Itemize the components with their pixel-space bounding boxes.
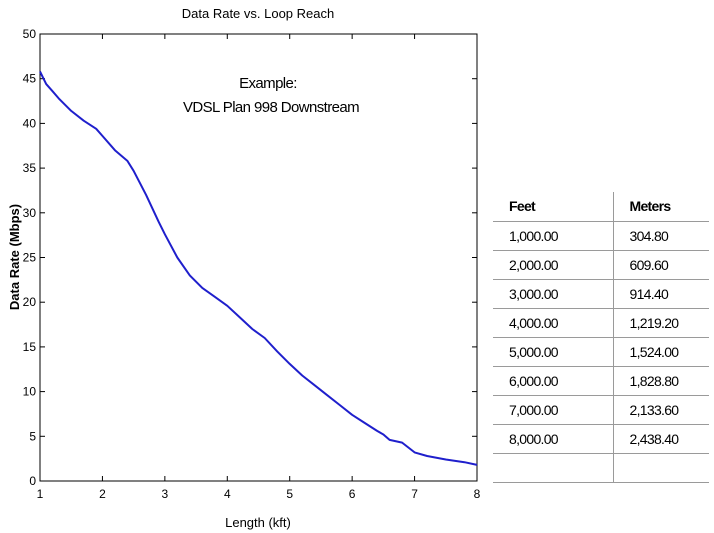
table-row: 2,000.00 609.60 <box>493 249 709 279</box>
y-tick-label: 15 <box>23 340 37 354</box>
x-tick-label: 7 <box>411 487 418 501</box>
cell-meters: 1,219.20 <box>613 307 709 337</box>
cell-meters <box>613 452 709 483</box>
cell-feet: 4,000.00 <box>493 307 614 337</box>
x-tick-label: 1 <box>37 487 44 501</box>
line-chart: Data Rate vs. Loop Reach 1 2 3 4 5 6 7 80510152… <box>7 6 481 530</box>
x-tick-label: 4 <box>224 487 231 501</box>
y-tick-label: 10 <box>23 385 37 399</box>
cell-meters: 2,133.60 <box>613 394 709 424</box>
unit-conversion-table: Feet Meters 1,000.00 304.80 2,000.00 609.60… <box>493 192 709 483</box>
x-tick-label: 2 <box>99 487 106 501</box>
table-row: 1,000.00 304.80 <box>493 220 709 250</box>
header-feet: Feet <box>493 192 614 221</box>
y-tick-label: 35 <box>23 161 37 175</box>
y-tick-label: 40 <box>23 116 37 130</box>
x-axis-label: Length (kft) <box>225 515 291 530</box>
x-tick-label: 3 <box>162 487 169 501</box>
cell-feet <box>493 452 614 483</box>
cell-feet: 8,000.00 <box>493 423 614 453</box>
x-tick-label: 6 <box>349 487 356 501</box>
annotation-line-1: Example: <box>239 75 297 92</box>
header-meters: Meters <box>629 198 672 215</box>
table-row: 3,000.00 914.40 <box>493 278 709 308</box>
cell-feet: 6,000.00 <box>493 365 614 395</box>
annotation-line-2: VDSL Plan 998 Downstream <box>183 99 359 116</box>
table-row: 6,000.00 1,828.80 <box>493 365 709 395</box>
y-tick-label: 45 <box>23 72 37 86</box>
cell-meters: 609.60 <box>613 249 709 279</box>
table-row: 4,000.00 1,219.20 <box>493 307 709 337</box>
cell-meters: 1,524.00 <box>613 336 709 366</box>
y-tick-label: 25 <box>23 251 37 265</box>
cell-meters: 914.40 <box>613 278 709 308</box>
y-tick-label: 5 <box>29 429 36 443</box>
table-header-row: Feet Meters <box>493 192 709 221</box>
chart-title: Data Rate vs. Loop Reach <box>182 6 334 21</box>
x-tick-label: 8 <box>474 487 481 501</box>
table-row <box>493 452 709 483</box>
y-tick-label: 30 <box>23 206 37 220</box>
cell-meters: 304.80 <box>613 220 709 250</box>
y-tick-label: 20 <box>23 295 37 309</box>
cell-feet: 7,000.00 <box>493 394 614 424</box>
table-row: 7,000.00 2,133.60 <box>493 394 709 424</box>
cell-feet: 1,000.00 <box>493 220 614 250</box>
y-tick-label: 50 <box>23 27 37 41</box>
cell-feet: 5,000.00 <box>493 336 614 366</box>
data-rate-line <box>39 71 478 466</box>
cell-feet: 3,000.00 <box>493 278 614 308</box>
cell-meters: 1,828.80 <box>613 365 709 395</box>
y-axis-label: Data Rate (Mbps) <box>7 204 22 310</box>
y-tick-label: 0 <box>29 474 36 488</box>
cell-meters: 2,438.40 <box>613 423 709 453</box>
x-tick-label: 5 <box>286 487 293 501</box>
table-row: 8,000.00 2,438.40 <box>493 423 709 453</box>
table-row: 5,000.00 1,524.00 <box>493 336 709 366</box>
cell-feet: 2,000.00 <box>493 249 614 279</box>
